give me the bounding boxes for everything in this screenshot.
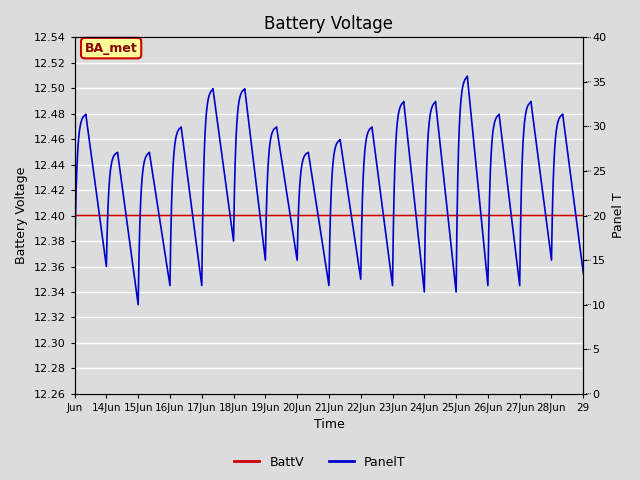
- Y-axis label: Battery Voltage: Battery Voltage: [15, 167, 28, 264]
- Text: BA_met: BA_met: [84, 42, 138, 55]
- Legend: BattV, PanelT: BattV, PanelT: [229, 451, 411, 474]
- X-axis label: Time: Time: [314, 419, 344, 432]
- Y-axis label: Panel T: Panel T: [612, 193, 625, 239]
- Title: Battery Voltage: Battery Voltage: [264, 15, 394, 33]
